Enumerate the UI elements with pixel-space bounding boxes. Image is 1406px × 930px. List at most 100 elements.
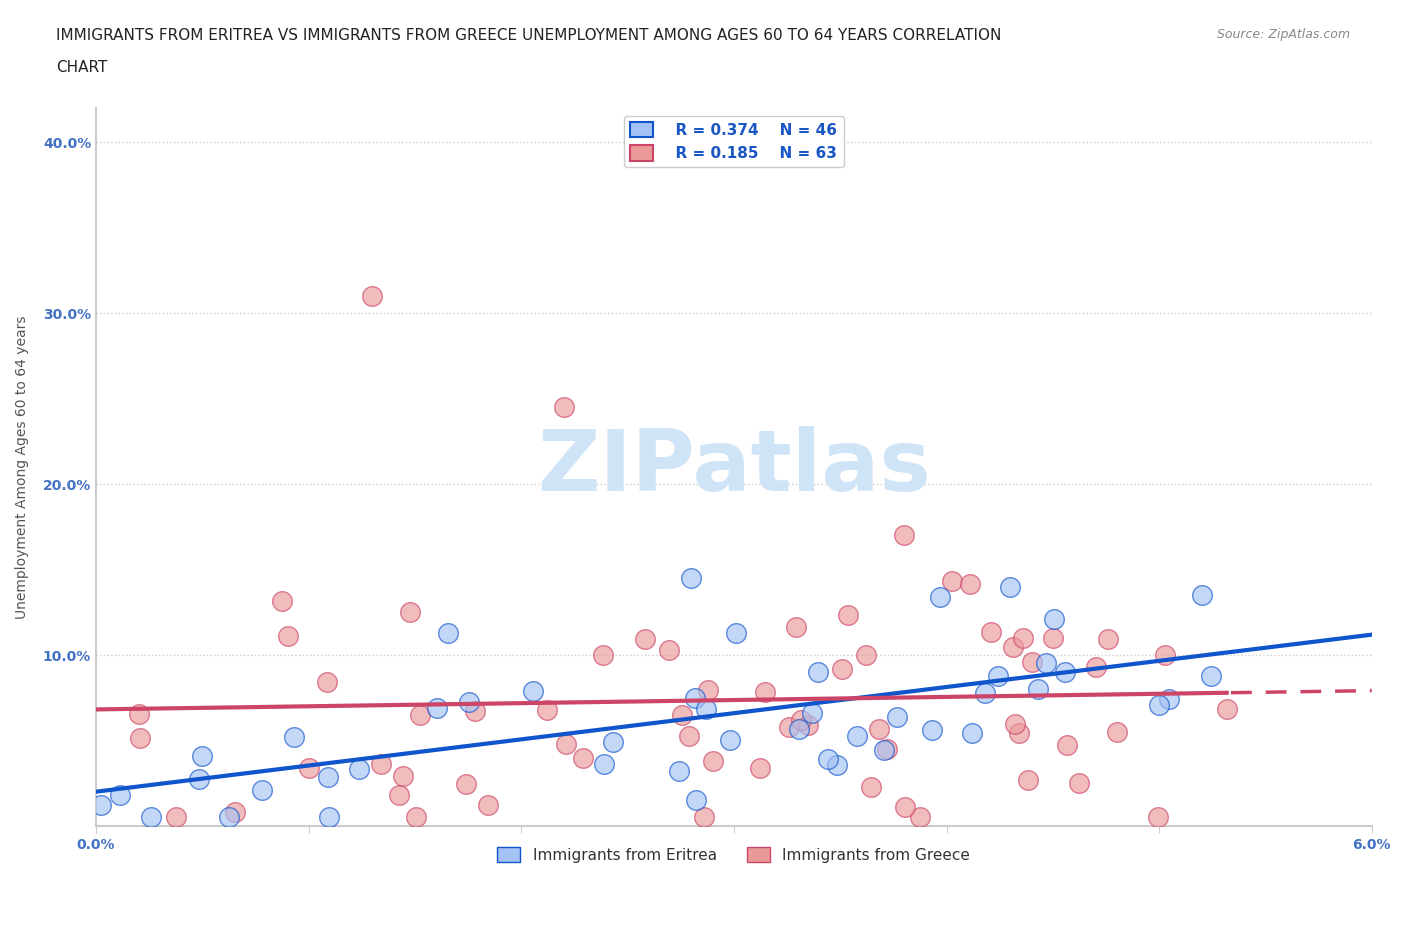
Point xyxy=(1026,682,1049,697)
Point xyxy=(980,624,1002,639)
Point xyxy=(592,757,614,772)
Point xyxy=(1002,640,1025,655)
Point xyxy=(592,648,614,663)
Point xyxy=(748,761,770,776)
Point xyxy=(271,593,294,608)
Point xyxy=(522,684,544,698)
Text: CHART: CHART xyxy=(56,60,108,75)
Point xyxy=(960,725,983,740)
Point xyxy=(1107,724,1129,739)
Point xyxy=(797,717,820,732)
Point xyxy=(785,619,807,634)
Point xyxy=(361,288,384,303)
Point xyxy=(1017,773,1039,788)
Point xyxy=(668,764,690,779)
Point xyxy=(634,631,657,646)
Point xyxy=(837,607,859,622)
Point xyxy=(1054,665,1077,680)
Text: ZIPatlas: ZIPatlas xyxy=(537,426,931,509)
Point xyxy=(224,804,246,819)
Point xyxy=(392,768,415,783)
Point xyxy=(908,810,931,825)
Point xyxy=(1021,655,1043,670)
Point xyxy=(1084,660,1107,675)
Point xyxy=(464,703,486,718)
Point xyxy=(1216,701,1239,716)
Point xyxy=(893,528,915,543)
Point xyxy=(553,400,575,415)
Point xyxy=(90,798,112,813)
Point xyxy=(458,695,481,710)
Point xyxy=(685,792,707,807)
Point xyxy=(218,810,240,825)
Point xyxy=(426,701,449,716)
Point xyxy=(974,686,997,701)
Point xyxy=(388,787,411,802)
Point xyxy=(318,810,340,825)
Legend: Immigrants from Eritrea, Immigrants from Greece: Immigrants from Eritrea, Immigrants from… xyxy=(491,841,976,869)
Point xyxy=(873,742,896,757)
Point xyxy=(477,797,499,812)
Point xyxy=(658,643,681,658)
Point xyxy=(702,753,724,768)
Point xyxy=(801,705,824,720)
Point xyxy=(929,590,952,604)
Point xyxy=(252,783,274,798)
Point xyxy=(868,721,890,736)
Point xyxy=(128,730,150,745)
Point xyxy=(1008,726,1031,741)
Point xyxy=(1035,656,1057,671)
Point xyxy=(921,723,943,737)
Point xyxy=(959,577,981,591)
Point xyxy=(347,762,370,777)
Point xyxy=(298,761,321,776)
Point xyxy=(1199,669,1222,684)
Point xyxy=(825,758,848,773)
Point xyxy=(683,690,706,705)
Point xyxy=(886,710,908,724)
Point xyxy=(831,662,853,677)
Point xyxy=(555,737,578,751)
Point xyxy=(987,669,1010,684)
Point xyxy=(128,707,150,722)
Point xyxy=(681,571,703,586)
Point xyxy=(1004,717,1026,732)
Point xyxy=(409,707,432,722)
Text: Source: ZipAtlas.com: Source: ZipAtlas.com xyxy=(1216,28,1350,41)
Point xyxy=(876,742,898,757)
Point xyxy=(436,626,458,641)
Point xyxy=(277,629,299,644)
Point xyxy=(191,749,214,764)
Point xyxy=(454,777,477,791)
Point xyxy=(283,729,305,744)
Point xyxy=(316,770,339,785)
Point xyxy=(188,771,211,786)
Point xyxy=(894,800,917,815)
Point xyxy=(678,728,700,743)
Point xyxy=(778,719,800,734)
Point xyxy=(720,733,742,748)
Point xyxy=(602,735,624,750)
Point xyxy=(671,708,693,723)
Point xyxy=(855,647,877,662)
Point xyxy=(536,702,558,717)
Point xyxy=(1097,631,1119,646)
Point xyxy=(1159,692,1181,707)
Point xyxy=(110,787,132,802)
Point xyxy=(1043,612,1066,627)
Point xyxy=(807,664,830,679)
Point xyxy=(693,810,716,825)
Point xyxy=(1069,776,1091,790)
Point xyxy=(1146,810,1168,825)
Point xyxy=(370,757,392,772)
Point xyxy=(1000,579,1022,594)
Point xyxy=(571,751,593,765)
Point xyxy=(754,684,776,699)
Point xyxy=(790,712,813,727)
Point xyxy=(817,751,839,766)
Point xyxy=(1147,698,1170,712)
Point xyxy=(1154,647,1177,662)
Point xyxy=(1056,737,1078,752)
Point xyxy=(859,779,882,794)
Point xyxy=(696,682,718,697)
